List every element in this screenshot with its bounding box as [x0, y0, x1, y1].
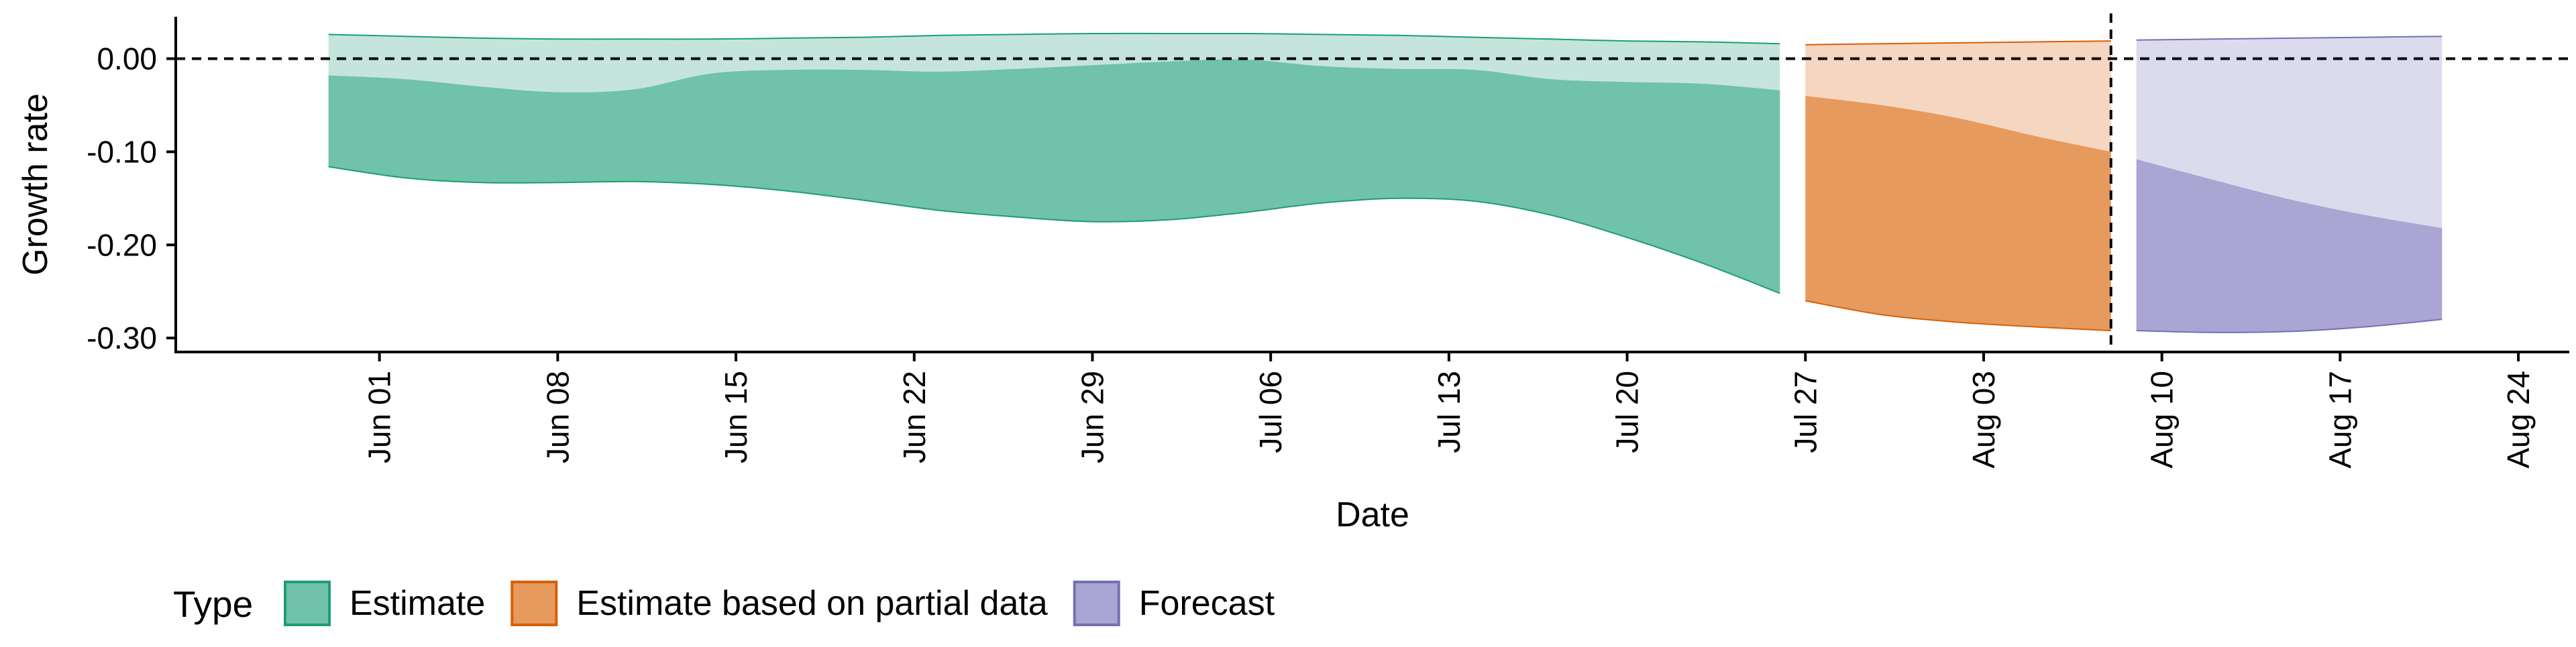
series-forecast: [2136, 36, 2443, 333]
x-tick-label: Aug 03: [1966, 371, 2001, 469]
x-tick-label: Jul 27: [1788, 371, 1823, 453]
x-tick-label: Jul 06: [1253, 371, 1288, 453]
series-estimate-based-on-partial-data-upper-edge: [1805, 40, 2111, 46]
series-estimate-based-on-partial-data: [1805, 40, 2111, 332]
series-areas: [328, 32, 2443, 333]
series-estimate-upper-edge: [328, 32, 1780, 45]
series-forecast-lower-edge: [2136, 318, 2443, 333]
y-axis-title: Growth rate: [16, 93, 55, 276]
y-tick-label: 0.00: [97, 42, 157, 76]
y-tick-label: -0.20: [87, 227, 157, 262]
series-estimate-based-on-partial-data-inner-band: [1805, 96, 2111, 331]
series-forecast-inner-band: [2136, 159, 2443, 333]
series-estimate-lower-edge: [328, 166, 1780, 294]
x-tick-label: Jun 22: [897, 371, 932, 463]
x-axis-title: Date: [1336, 495, 1409, 534]
series-estimate: [328, 32, 1780, 294]
y-tick-label: -0.10: [87, 134, 157, 169]
legend-title: Type: [173, 583, 253, 625]
axes: [174, 17, 2569, 353]
legend-label-estimate-based-on-partial-data: Estimate based on partial data: [576, 584, 1048, 623]
reference-lines: [176, 13, 2569, 352]
legend-label-forecast: Forecast: [1139, 584, 1275, 623]
x-tick-label: Jun 29: [1075, 371, 1110, 463]
legend-key-estimate-based-on-partial-data: [511, 581, 558, 626]
legend-key-estimate: [284, 581, 331, 626]
x-tick-label: Aug 10: [2145, 371, 2180, 469]
x-tick-label: Aug 17: [2322, 371, 2357, 469]
x-tick-label: Aug 24: [2501, 371, 2536, 469]
tick-labels: 0.00 -0.10 -0.20 -0.30 Jun 01 Jun 08 Jun 15 Jun…: [87, 42, 2536, 469]
x-tick-label: Jul 13: [1432, 371, 1466, 453]
x-tick-label: Jul 20: [1610, 371, 1645, 453]
series-forecast-upper-edge: [2136, 36, 2443, 41]
x-tick-label: Jun 08: [540, 371, 575, 463]
y-tick-label: -0.30: [87, 320, 157, 355]
x-tick-label: Jun 01: [362, 371, 397, 463]
x-tick-label: Jun 15: [718, 371, 753, 463]
legend: Type Estimate Estimate based on partial d…: [173, 581, 1275, 626]
legend-key-forecast: [1073, 581, 1120, 626]
series-estimate-inner-band: [328, 59, 1780, 294]
series-estimate-based-on-partial-data-lower-edge: [1805, 300, 2111, 332]
legend-label-estimate: Estimate: [350, 584, 485, 623]
